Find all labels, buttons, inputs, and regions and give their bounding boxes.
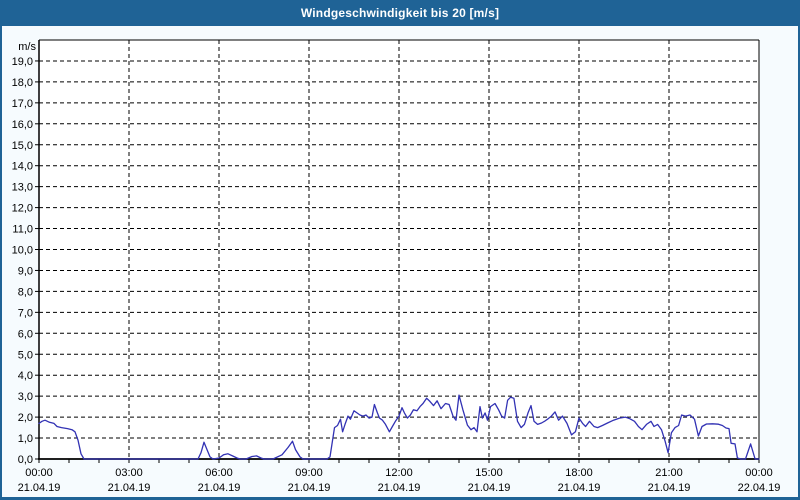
chart-page-background [2, 26, 798, 497]
title-bar: Windgeschwindigkeit bis 20 [m/s] [0, 0, 800, 26]
chart-title: Windgeschwindigkeit bis 20 [m/s] [300, 6, 500, 20]
